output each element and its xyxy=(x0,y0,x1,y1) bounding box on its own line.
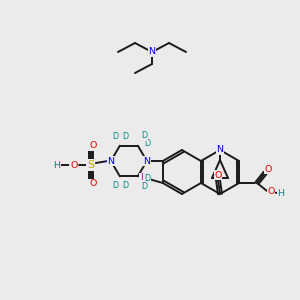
Text: O: O xyxy=(264,164,272,173)
Text: D: D xyxy=(112,181,118,190)
Text: D: D xyxy=(122,132,128,141)
Text: N: N xyxy=(148,47,155,56)
Text: O: O xyxy=(70,160,77,169)
Text: N: N xyxy=(107,157,114,166)
Text: N: N xyxy=(143,157,150,166)
Text: D: D xyxy=(144,174,150,183)
Text: D: D xyxy=(144,139,150,148)
Text: N: N xyxy=(217,146,224,154)
Text: O: O xyxy=(89,179,97,188)
Text: O: O xyxy=(214,170,222,179)
Text: O: O xyxy=(89,142,97,151)
Text: O: O xyxy=(267,188,275,196)
Text: D: D xyxy=(122,181,128,190)
Text: D: D xyxy=(112,132,118,141)
Text: F: F xyxy=(140,173,145,182)
Text: H: H xyxy=(278,188,285,197)
Text: D: D xyxy=(141,182,147,191)
Text: S: S xyxy=(87,160,94,170)
Text: H: H xyxy=(53,160,60,169)
Text: D: D xyxy=(141,131,147,140)
